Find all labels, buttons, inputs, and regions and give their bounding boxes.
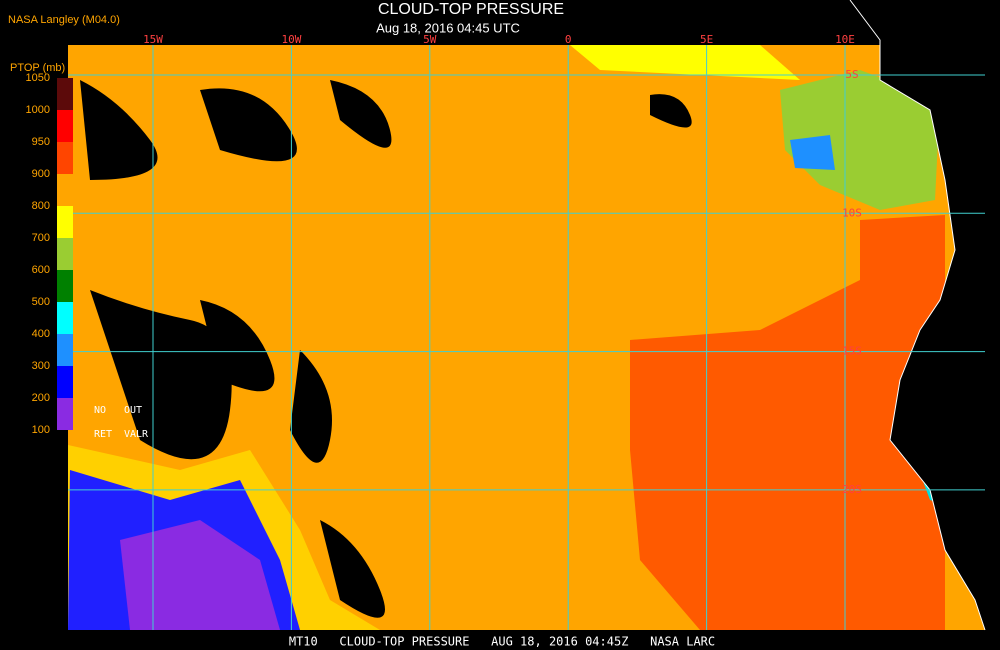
colorbar-swatch <box>57 270 73 302</box>
colorbar-swatch <box>57 398 73 430</box>
colorbar-swatch <box>57 238 73 270</box>
clear-sky-patch <box>80 80 692 618</box>
mid-cloud-core <box>790 135 835 170</box>
colorbar-tick-label: 1000 <box>26 104 50 116</box>
colorbar-swatch <box>57 174 73 206</box>
graticule: 15W 10W 5W 0 5E 10E 5S 10S 15S 20S <box>68 33 985 630</box>
colorbar: 1050 1000 950 900 800 700 600 500 400 300 200 100 <box>26 72 73 436</box>
colorbar-tick-label: 1050 <box>26 72 50 84</box>
colorbar-tick-label: 600 <box>32 264 50 276</box>
map-title: CLOUD-TOP PRESSURE <box>378 1 564 18</box>
coastline-land <box>850 0 985 630</box>
colorbar-tick-label: 950 <box>32 136 50 148</box>
colorbar-tick-label: 900 <box>32 168 50 180</box>
longitude-label: 10W <box>281 33 301 46</box>
colorbar-swatch <box>57 206 73 238</box>
colorbar-note: NO <box>94 405 106 416</box>
latitude-label: 15S <box>842 345 862 358</box>
footer-caption: MT10 CLOUD-TOP PRESSURE AUG 18, 2016 04:… <box>289 635 715 649</box>
longitude-label: 10E <box>835 33 855 46</box>
coastline <box>849 0 986 631</box>
colorbar-note: RET <box>94 429 112 440</box>
latitude-label: 20S <box>842 483 862 496</box>
colorbar-tick-label: 800 <box>32 200 50 212</box>
low-cloud-region <box>630 215 945 630</box>
colorbar-tick-label: 700 <box>32 232 50 244</box>
colorbar-swatch <box>57 334 73 366</box>
colorbar-swatch <box>57 366 73 398</box>
mid-cloud-region <box>780 70 940 210</box>
longitude-label: 5W <box>423 33 437 46</box>
colorbar-swatch <box>57 78 73 110</box>
very-high-cloud <box>120 520 280 630</box>
colorbar-tick-label: 300 <box>32 360 50 372</box>
longitude-label: 0 <box>565 33 572 46</box>
colorbar-swatch <box>57 110 73 142</box>
colorbar-swatch <box>57 302 73 334</box>
longitude-label: 15W <box>143 33 163 46</box>
colorbar-tick-label: 100 <box>32 424 50 436</box>
colorbar-tick-label: 500 <box>32 296 50 308</box>
cloud-map <box>68 0 986 631</box>
colorbar-tick-label: 400 <box>32 328 50 340</box>
colorbar-swatch <box>57 142 73 174</box>
latitude-label: 5S <box>845 68 858 81</box>
colorbar-note: VALR <box>124 429 149 440</box>
colorbar-label: PTOP (mb) <box>10 62 65 74</box>
timestamp: Aug 18, 2016 04:45 UTC <box>376 20 520 35</box>
cloud-edge <box>570 45 800 80</box>
source-label: NASA Langley (M04.0) <box>8 14 120 26</box>
colorbar-note: OUT <box>124 405 142 416</box>
longitude-label: 5E <box>700 33 713 46</box>
colorbar-tick-label: 200 <box>32 392 50 404</box>
latitude-label: 10S <box>842 206 862 219</box>
